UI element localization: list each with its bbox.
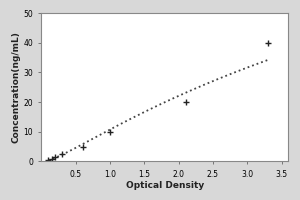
X-axis label: Optical Density: Optical Density	[126, 181, 204, 190]
Y-axis label: Concentration(ng/mL): Concentration(ng/mL)	[12, 31, 21, 143]
